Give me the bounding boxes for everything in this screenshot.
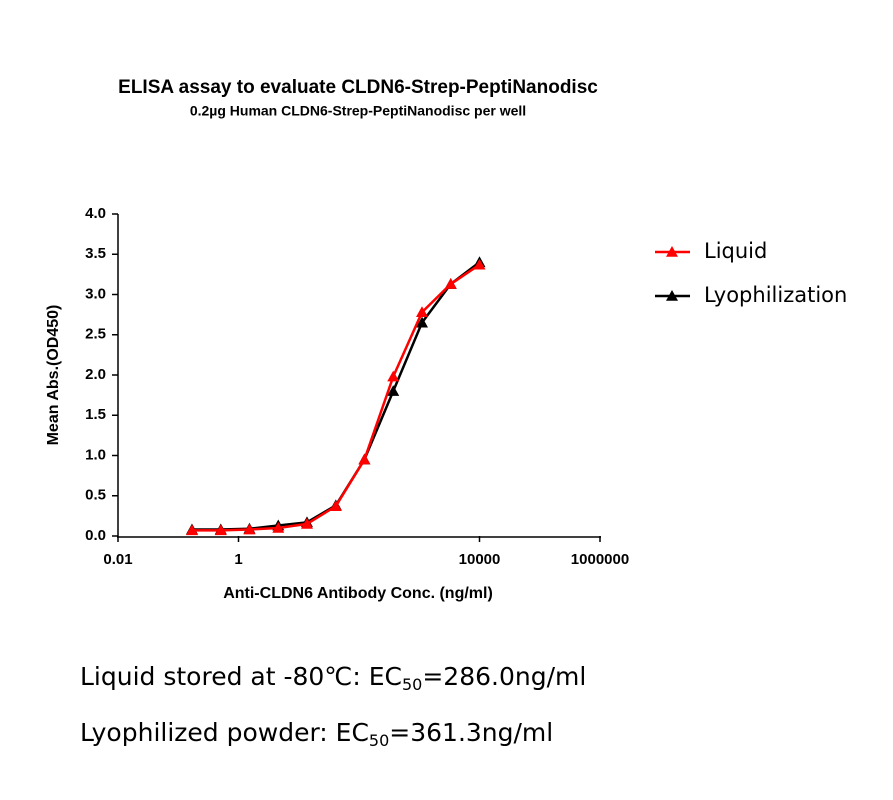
- point: [272, 521, 285, 533]
- y-tick-label: 0.0: [85, 527, 106, 544]
- x-tick-label: 10000: [459, 551, 501, 568]
- point: [214, 524, 227, 536]
- x-axis-label: Anti-CLDN6 Antibody Conc. (ng/ml): [223, 585, 493, 602]
- y-tick-label: 1.5: [85, 406, 106, 423]
- point: [416, 306, 429, 318]
- y-tick-label: 3.5: [85, 245, 106, 262]
- x-tick-label: 1000000: [571, 551, 629, 568]
- point: [243, 523, 256, 535]
- y-tick-label: 0.5: [85, 487, 106, 504]
- annotation-text: Lyophilized powder: EC: [80, 718, 369, 747]
- point: [358, 453, 371, 465]
- chart-title: ELISA assay to evaluate CLDN6-Strep-Pept…: [118, 77, 598, 98]
- annotation-tail: =361.3ng/ml: [389, 718, 553, 747]
- legend-marker: [666, 246, 678, 257]
- annotation-sub: 50: [402, 675, 422, 694]
- legend-label: Lyophilization: [704, 283, 847, 307]
- point: [387, 385, 400, 396]
- point: [416, 316, 429, 328]
- point: [387, 370, 400, 382]
- x-tick-label: 1: [234, 551, 242, 568]
- y-tick-label: 3.0: [85, 285, 106, 302]
- annotation: Lyophilized powder: EC50=361.3ng/ml: [80, 718, 553, 750]
- point: [444, 278, 457, 289]
- annotation-tail: =286.0ng/ml: [422, 662, 586, 691]
- y-tick-label: 2.5: [85, 326, 106, 343]
- point: [300, 517, 313, 529]
- x-tick-label: 0.01: [103, 551, 132, 568]
- annotation: Liquid stored at -80℃: EC50=286.0ng/ml: [80, 662, 586, 694]
- y-tick-label: 2.0: [85, 366, 106, 383]
- chart-subtitle: 0.2µg Human CLDN6-Strep-PeptiNanodisc pe…: [190, 103, 526, 119]
- legend-marker: [666, 290, 678, 301]
- point: [185, 524, 198, 536]
- annotation-text: Liquid stored at -80℃: EC: [80, 662, 402, 691]
- annotation-sub: 50: [369, 731, 389, 750]
- legend-label: Liquid: [704, 239, 767, 263]
- point: [329, 500, 342, 512]
- series-line: [191, 261, 481, 531]
- y-axis-label: Mean Abs.(OD450): [45, 305, 62, 446]
- y-tick-label: 1.0: [85, 446, 106, 463]
- y-tick-label: 4.0: [85, 205, 106, 222]
- point: [473, 258, 486, 270]
